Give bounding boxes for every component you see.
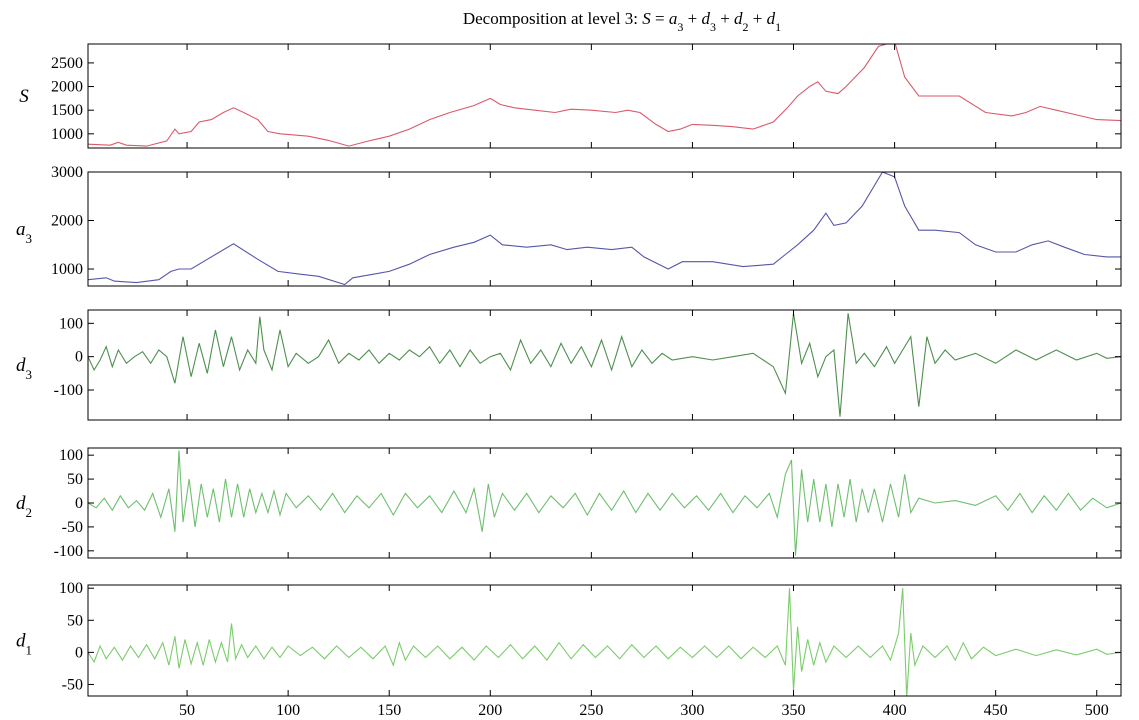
row-label-S: S — [19, 86, 29, 107]
y-tick-label-d2--100: -100 — [54, 543, 83, 560]
row-label-a3: a3 — [16, 219, 32, 246]
row-label-d1: d1 — [16, 631, 32, 658]
y-tick-label-S-1000: 1000 — [51, 126, 83, 143]
y-tick-label-d1-0: 0 — [75, 644, 83, 661]
y-tick-label-a3-2000: 2000 — [51, 213, 83, 230]
row-label-d2: d2 — [16, 493, 32, 520]
x-tick-label-250: 250 — [579, 702, 603, 719]
series-line-S — [88, 44, 1121, 147]
y-tick-label-d3-100: 100 — [59, 315, 83, 332]
row-label-d3: d3 — [16, 355, 32, 382]
x-tick-label-150: 150 — [377, 702, 401, 719]
axes-frame-a3 — [87, 171, 1122, 287]
series-line-d3 — [88, 313, 1121, 417]
series-line-a3 — [88, 172, 1121, 286]
y-tick-label-a3-3000: 3000 — [51, 164, 83, 181]
x-tick-label-50: 50 — [179, 702, 195, 719]
x-tick-label-450: 450 — [984, 702, 1008, 719]
x-tick-label-400: 400 — [883, 702, 907, 719]
x-tick-label-300: 300 — [680, 702, 704, 719]
x-tick-label-100: 100 — [276, 702, 300, 719]
axes-frame-S — [87, 43, 1122, 149]
x-tick-label-200: 200 — [478, 702, 502, 719]
y-tick-label-a3-1000: 1000 — [51, 261, 83, 278]
y-tick-label-d2--50: -50 — [62, 519, 83, 536]
y-tick-label-d2-50: 50 — [67, 471, 83, 488]
chart-title: Decomposition at level 3: S = a3 + d3 + … — [463, 9, 781, 34]
y-tick-label-S-2000: 2000 — [51, 79, 83, 96]
y-tick-label-d2-0: 0 — [75, 495, 83, 512]
x-tick-label-500: 500 — [1085, 702, 1109, 719]
y-tick-label-S-2500: 2500 — [51, 55, 83, 72]
x-tick-label-350: 350 — [782, 702, 806, 719]
y-tick-label-d1--50: -50 — [62, 676, 83, 693]
series-line-d2 — [88, 450, 1121, 556]
y-tick-label-d3--100: -100 — [54, 382, 83, 399]
y-tick-label-d2-100: 100 — [59, 447, 83, 464]
y-tick-label-d3-0: 0 — [75, 349, 83, 366]
y-tick-label-d1-100: 100 — [59, 580, 83, 597]
axes-frame-d3 — [87, 309, 1122, 421]
series-line-d1 — [88, 588, 1121, 696]
y-tick-label-d1-50: 50 — [67, 612, 83, 629]
y-tick-label-S-1500: 1500 — [51, 102, 83, 119]
axes-frame-d1 — [87, 584, 1122, 697]
